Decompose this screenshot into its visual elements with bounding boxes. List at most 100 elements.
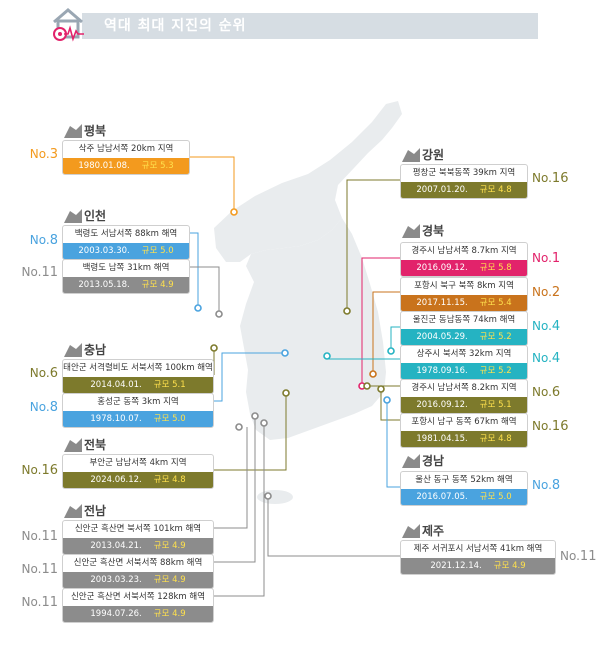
rank-prefix: No. — [560, 549, 580, 563]
earthquake-date: 2007.01.20. — [416, 185, 468, 195]
rank-number: 11 — [579, 549, 597, 564]
region-label: 경남 — [422, 454, 445, 468]
earthquake-location: 울산 동구 동쪽 52km 해역 — [415, 475, 513, 485]
earthquake-date-bar: 2013.04.21. 규모 4.9 — [63, 538, 213, 554]
earthquake-card: 포항시 북구 북쪽 8km 지역 2017.11.15. 규모 5.4 — [400, 277, 528, 312]
earthquake-date-bar: 2003.03.23. 규모 4.9 — [63, 572, 213, 588]
earthquake-date: 1981.04.15. — [416, 434, 468, 444]
earthquake-location: 백령도 남쪽 31km 해역 — [82, 263, 170, 273]
rank-number: 16 — [41, 463, 58, 478]
earthquake-card: 울진군 동남동쪽 74km 해역 2004.05.29. 규모 5.2 — [400, 311, 528, 346]
connector-line — [390, 326, 400, 351]
epicenter-dot — [260, 419, 268, 427]
earthquake-location: 상주시 북서쪽 32km 지역 — [416, 349, 512, 359]
jeju-island-shape — [257, 490, 293, 504]
region-tag-icon — [402, 148, 420, 162]
earthquake-card: 포항시 남구 동쪽 67km 해역 1981.04.15. 규모 4.8 — [400, 413, 528, 448]
earthquake-location: 부안군 남남서쪽 4km 지역 — [89, 458, 187, 468]
earthquake-date: 2003.03.23. — [90, 575, 142, 585]
earthquake-magnitude: 규모 5.3 — [141, 161, 174, 171]
earthquake-magnitude: 규모 5.0 — [141, 246, 174, 256]
earthquake-card: 태안군 서격렬비도 서북서쪽 100km 해역 2014.04.01. 규모 5.1 — [62, 359, 214, 394]
connector-line — [190, 156, 235, 212]
region-label: 전남 — [84, 504, 107, 518]
earthquake-rank: No.11 — [560, 548, 596, 565]
region-tag-icon — [64, 504, 82, 518]
earthquake-date: 2017.11.15. — [416, 298, 468, 308]
rank-prefix: No. — [21, 529, 42, 543]
epicenter-dot — [264, 492, 272, 500]
rank-number: 1 — [551, 251, 561, 266]
earthquake-date-bar: 2004.05.29. 규모 5.2 — [401, 329, 527, 345]
north-korea-shape — [214, 101, 402, 262]
connector-line — [214, 416, 256, 563]
region-label: 강원 — [422, 148, 445, 162]
earthquake-magnitude: 규모 5.1 — [153, 380, 186, 390]
epicenter-dot — [369, 370, 377, 378]
earthquake-location: 제주 서귀포시 서남서쪽 41km 해역 — [413, 544, 543, 554]
south-korea-shape — [240, 218, 386, 440]
earthquake-location: 신안군 흑산면 서북서쪽 88km 해역 — [73, 558, 203, 568]
earthquake-magnitude: 규모 4.9 — [153, 541, 186, 551]
epicenter-dot — [215, 310, 223, 318]
earthquake-magnitude: 규모 4.9 — [153, 609, 186, 619]
region-label: 충남 — [84, 343, 107, 357]
epicenter-dot — [387, 347, 395, 355]
earthquake-date-bar: 1978.10.07. 규모 5.0 — [63, 411, 213, 427]
earthquake-location: 경주시 남남서쪽 8.2km 지역 — [411, 383, 517, 393]
region-tag-icon — [64, 124, 82, 138]
earthquake-date: 2013.04.21. — [90, 541, 142, 551]
epicenter-dot — [251, 412, 259, 420]
earthquake-magnitude: 규모 4.8 — [479, 185, 512, 195]
region-label: 제주 — [422, 524, 445, 538]
rank-number: 11 — [41, 529, 58, 544]
earthquake-rank: No.8 — [532, 477, 560, 494]
earthquake-magnitude: 규모 5.2 — [479, 332, 512, 342]
earthquake-date-bar: 2014.04.01. 규모 5.1 — [63, 377, 213, 393]
earthquake-date: 1980.01.08. — [78, 161, 130, 171]
epicenter-dot — [383, 396, 391, 404]
earthquake-card: 경주시 남남서쪽 8.2km 지역 2016.09.12. 규모 5.1 — [400, 379, 528, 414]
connector-line — [361, 257, 400, 386]
rank-number: 6 — [49, 366, 58, 381]
region-tag-icon — [402, 224, 420, 238]
rank-number: 8 — [49, 233, 58, 248]
earthquake-date-bar: 2016.09.12. 규모 5.8 — [401, 260, 527, 276]
earthquake-magnitude: 규모 4.8 — [479, 434, 512, 444]
region-label: 경북 — [422, 224, 445, 238]
earthquake-rank: No.11 — [22, 594, 58, 611]
earthquake-magnitude: 규모 5.0 — [153, 414, 186, 424]
house-seismograph-icon — [53, 8, 84, 42]
earthquake-rank: No.16 — [532, 170, 568, 187]
rank-prefix: No. — [532, 251, 552, 265]
earthquake-rank: No.4 — [532, 318, 560, 335]
earthquake-date: 2016.07.05. — [416, 492, 468, 502]
rank-number: 8 — [49, 400, 58, 415]
rank-prefix: No. — [21, 595, 42, 609]
earthquake-location: 포항시 남구 동쪽 67km 해역 — [411, 417, 517, 427]
page-title: 역대 최대 지진의 순위 — [104, 18, 247, 34]
earthquake-date: 2004.05.29. — [416, 332, 468, 342]
epicenter-dot — [282, 389, 290, 397]
earthquake-date: 2021.12.14. — [430, 561, 482, 571]
earthquake-date-bar: 2024.06.12. 규모 4.8 — [63, 472, 213, 488]
earthquake-card: 신안군 흑산면 북서쪽 101km 해역 2013.04.21. 규모 4.9 — [62, 520, 214, 555]
earthquake-rank: No.2 — [532, 284, 560, 301]
region-label: 인천 — [84, 209, 107, 223]
earthquake-rank: No.16 — [532, 418, 568, 435]
earthquake-magnitude: 규모 5.8 — [479, 263, 512, 273]
earthquake-magnitude: 규모 5.4 — [479, 298, 512, 308]
rank-number: 11 — [41, 265, 58, 280]
earthquake-date-bar: 2007.01.20. 규모 4.8 — [401, 182, 527, 198]
rank-number: 6 — [551, 385, 561, 400]
earthquake-card: 제주 서귀포시 서남서쪽 41km 해역 2021.12.14. 규모 4.9 — [400, 540, 556, 575]
earthquake-location: 신안군 흑산면 서북서쪽 128km 해역 — [70, 592, 206, 602]
earthquake-card: 신안군 흑산면 서북서쪽 88km 해역 2003.03.23. 규모 4.9 — [62, 554, 214, 589]
region-tag-icon — [402, 524, 420, 538]
rank-number: 4 — [551, 351, 561, 366]
earthquake-card: 백령도 서남서쪽 88km 해역 2003.03.30. 규모 5.0 — [62, 225, 190, 260]
earthquake-date-bar: 2016.09.12. 규모 5.1 — [401, 397, 527, 413]
earthquake-date: 2016.09.12. — [416, 400, 468, 410]
rank-number: 16 — [551, 171, 569, 186]
connector-lines — [190, 156, 400, 597]
